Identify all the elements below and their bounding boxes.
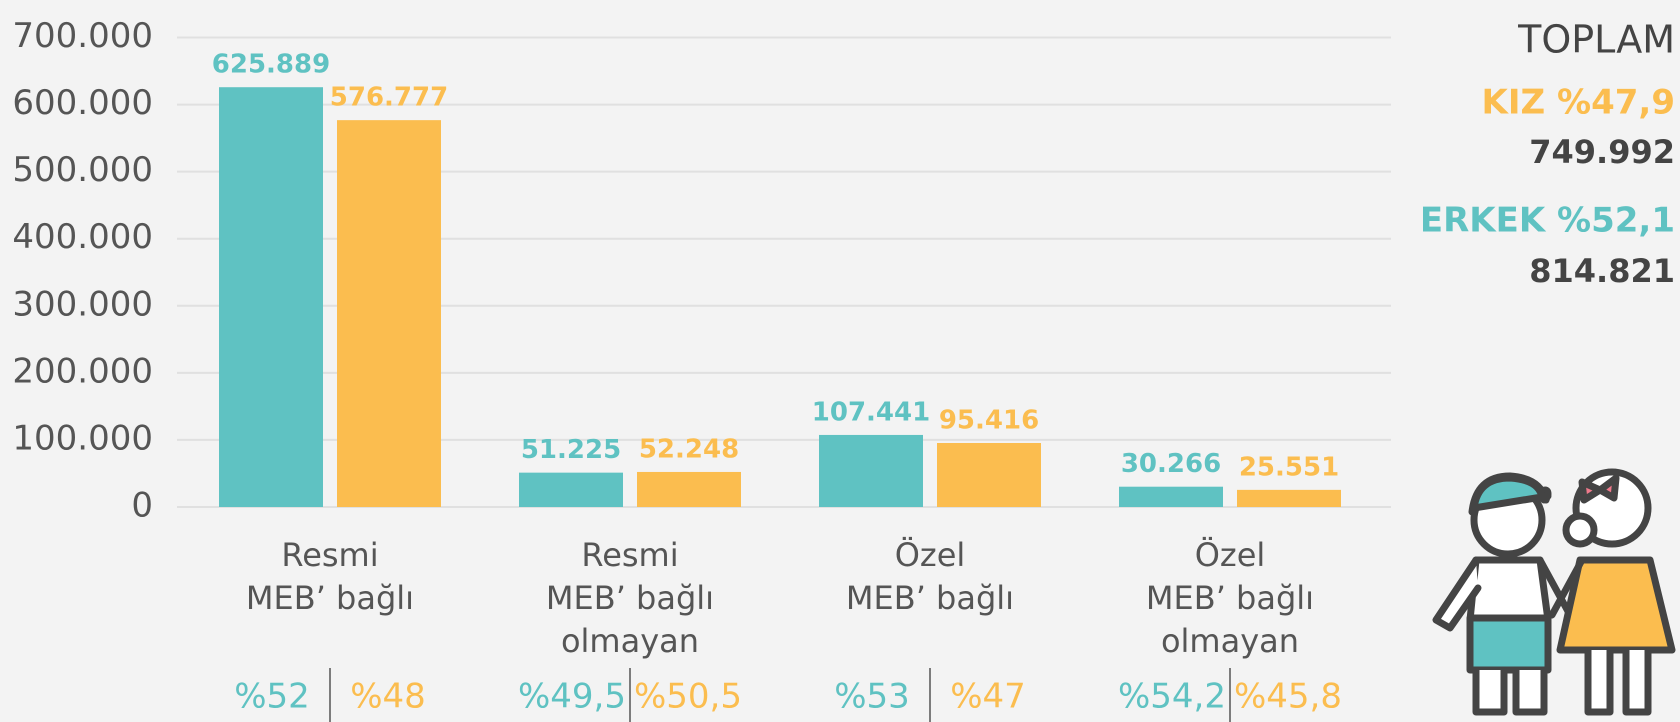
y-tick-label: 400.000 [12,217,153,257]
value-label: 51.225 [521,435,621,465]
x-tick-label: Özel [895,536,966,574]
value-label: 30.266 [1121,449,1221,479]
bar [1119,487,1223,507]
x-tick-label: MEB’ bağlı [246,579,414,617]
x-tick-label: Resmi [581,536,678,574]
y-tick-label: 300.000 [12,284,153,324]
bar [819,435,923,507]
bar [519,473,623,507]
percent-label: %47 [950,677,1026,717]
bar [637,472,741,507]
percent-label: %53 [834,677,910,717]
x-tick-label: MEB’ bağlı [546,579,714,617]
value-label: 95.416 [939,406,1039,436]
x-tick-label: Özel [1195,536,1266,574]
x-tick-label: olmayan [1161,622,1299,660]
bar [219,87,323,507]
boys-label: ERKEK %52,1 [1420,201,1675,241]
value-label: 52.248 [639,434,739,464]
y-tick-label: 600.000 [12,83,153,123]
x-tick-label: olmayan [561,622,699,660]
value-label: 625.889 [212,50,330,80]
x-tick-label: MEB’ bağlı [846,579,1014,617]
percent-label: %48 [350,677,426,717]
y-tick-label: 200.000 [12,351,153,391]
y-tick-label: 700.000 [12,16,153,56]
percent-label: %50,5 [634,677,742,717]
summary-title: TOPLAM [1517,18,1675,62]
boys-total: 814.821 [1529,252,1675,290]
x-tick-label: Resmi [281,536,378,574]
bar [337,120,441,507]
y-tick-label: 0 [131,486,153,526]
percent-label: %45,8 [1234,677,1342,717]
bar [937,443,1041,507]
bar [1237,490,1341,507]
girls-total: 749.992 [1529,133,1675,171]
x-tick-label: MEB’ bağlı [1146,579,1314,617]
value-label: 576.777 [330,83,448,113]
value-label: 107.441 [812,397,930,427]
chart: 0 100.000 200.000 300.000 400.000 500.000 600.… [0,0,1680,722]
percent-label: %54,2 [1118,677,1226,717]
percent-label: %49,5 [518,677,626,717]
girls-label: KIZ %47,9 [1482,83,1675,123]
percent-label: %52 [234,677,310,717]
y-tick-label: 500.000 [12,150,153,190]
value-label: 25.551 [1239,452,1339,482]
y-tick-label: 100.000 [12,418,153,458]
